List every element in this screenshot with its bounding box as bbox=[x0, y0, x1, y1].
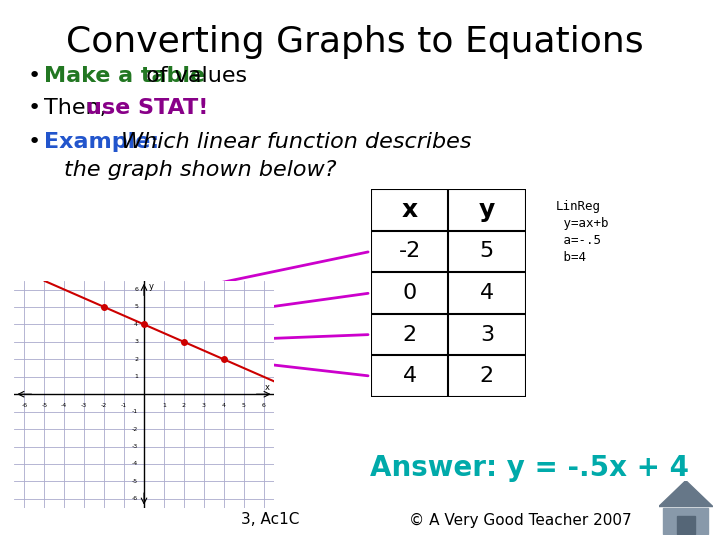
Text: Answer: y = -.5x + 4: Answer: y = -.5x + 4 bbox=[371, 454, 690, 482]
Text: 6: 6 bbox=[261, 403, 266, 408]
Text: LinReg
 y=ax+b
 a=-.5
 b=4: LinReg y=ax+b a=-.5 b=4 bbox=[556, 200, 608, 264]
Text: -6: -6 bbox=[22, 403, 27, 408]
Text: 4: 4 bbox=[134, 322, 138, 327]
Polygon shape bbox=[677, 516, 695, 534]
Text: x: x bbox=[402, 198, 418, 222]
Text: -1: -1 bbox=[121, 403, 127, 408]
Text: Make a table: Make a table bbox=[44, 66, 205, 86]
Text: y: y bbox=[148, 281, 153, 291]
Text: -5: -5 bbox=[41, 403, 48, 408]
Text: use STAT!: use STAT! bbox=[86, 98, 208, 118]
Text: the graph shown below?: the graph shown below? bbox=[64, 160, 336, 180]
Polygon shape bbox=[663, 508, 708, 534]
Text: 1: 1 bbox=[134, 374, 138, 379]
Text: -3: -3 bbox=[81, 403, 87, 408]
Text: 2: 2 bbox=[182, 403, 186, 408]
Text: -6: -6 bbox=[132, 496, 138, 501]
Text: 4: 4 bbox=[402, 366, 417, 386]
Text: 2: 2 bbox=[480, 366, 494, 386]
Text: x: x bbox=[265, 383, 270, 391]
Text: 5: 5 bbox=[242, 403, 246, 408]
Text: -3: -3 bbox=[132, 444, 138, 449]
Text: Then,: Then, bbox=[44, 98, 114, 118]
Text: 3, Ac1C: 3, Ac1C bbox=[240, 512, 300, 528]
Text: -4: -4 bbox=[132, 462, 138, 467]
Text: -2: -2 bbox=[101, 403, 107, 408]
Text: y: y bbox=[479, 198, 495, 222]
Text: Example:: Example: bbox=[44, 132, 159, 152]
Text: 1: 1 bbox=[162, 403, 166, 408]
Text: 3: 3 bbox=[202, 403, 206, 408]
Text: -4: -4 bbox=[61, 403, 68, 408]
Text: 5: 5 bbox=[480, 241, 494, 261]
Text: •: • bbox=[28, 66, 41, 86]
Text: 2: 2 bbox=[134, 357, 138, 362]
Text: 2: 2 bbox=[402, 325, 417, 345]
Text: 3: 3 bbox=[134, 339, 138, 345]
Text: -1: -1 bbox=[132, 409, 138, 414]
Text: Converting Graphs to Equations: Converting Graphs to Equations bbox=[66, 25, 644, 59]
Text: 5: 5 bbox=[134, 305, 138, 309]
Text: 4: 4 bbox=[480, 283, 494, 303]
Text: 6: 6 bbox=[134, 287, 138, 292]
Text: -2: -2 bbox=[398, 241, 420, 261]
Text: -2: -2 bbox=[132, 427, 138, 431]
Text: 4: 4 bbox=[222, 403, 226, 408]
Text: of values: of values bbox=[139, 66, 247, 86]
Text: 3: 3 bbox=[480, 325, 494, 345]
Text: © A Very Good Teacher 2007: © A Very Good Teacher 2007 bbox=[409, 512, 631, 528]
Text: •: • bbox=[28, 98, 41, 118]
Polygon shape bbox=[659, 481, 713, 507]
Text: 0: 0 bbox=[402, 283, 417, 303]
Text: -5: -5 bbox=[132, 479, 138, 484]
Text: •: • bbox=[28, 132, 41, 152]
Text: Which linear function describes: Which linear function describes bbox=[114, 132, 472, 152]
